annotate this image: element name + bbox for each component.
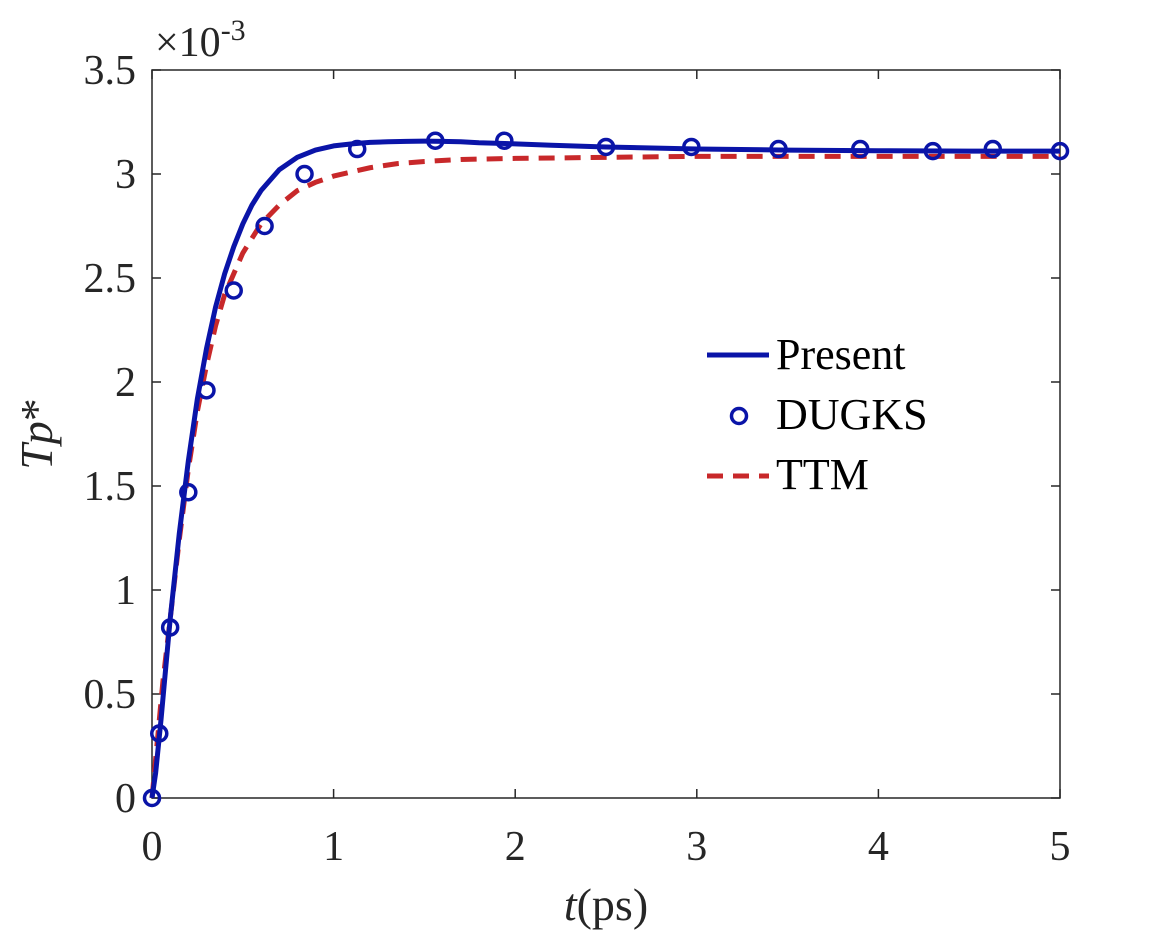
dugks-marker <box>255 216 274 236</box>
x-tick-label: 1 <box>323 824 344 870</box>
dugks-marker <box>142 788 162 808</box>
dugks-marker <box>850 139 870 159</box>
x-tick-label: 4 <box>868 824 889 870</box>
dugks-marker <box>1050 141 1070 161</box>
y-tick-label: 3.5 <box>84 48 137 94</box>
legend-ttm-label: TTM <box>776 450 869 499</box>
dugks-marker <box>495 131 514 150</box>
dugks-marker <box>160 618 180 637</box>
dugks-marker <box>426 131 445 150</box>
y-exponent-label: ×10-3 <box>155 14 246 66</box>
y-tick-label: 3 <box>115 152 136 198</box>
dugks-marker <box>197 381 216 400</box>
x-tick-label: 2 <box>505 824 526 870</box>
y-axis-label: Tp* <box>11 398 62 470</box>
dugks-marker <box>150 724 169 743</box>
y-tick-label: 0.5 <box>84 672 137 718</box>
legend-dugks-label: DUGKS <box>776 390 928 439</box>
y-tick-label: 1 <box>115 568 136 614</box>
legend: Present DUGKS TTM <box>707 330 928 499</box>
x-axis-var: t <box>564 879 578 930</box>
dugks-marker <box>596 137 616 157</box>
dugks-marker <box>295 164 314 184</box>
y-axis-sup: * <box>11 398 62 421</box>
y-tick-label: 2 <box>115 360 136 406</box>
legend-present-label: Present <box>776 330 906 379</box>
y-axis-var: Tp <box>11 421 62 470</box>
y-tick-label: 0 <box>115 776 136 822</box>
y-tick-label: 2.5 <box>84 256 137 302</box>
dugks-marker <box>923 141 943 161</box>
y-tick-label: 1.5 <box>84 464 137 510</box>
x-axis-unit: (ps) <box>577 879 649 930</box>
dugks-marker <box>682 137 701 157</box>
x-tick-label: 5 <box>1050 824 1071 870</box>
y-exponent-times: ×10 <box>155 20 221 66</box>
legend-dugks-marker <box>729 406 749 426</box>
x-tick-label: 3 <box>686 824 707 870</box>
dugks-marker <box>983 139 1003 159</box>
y-exponent-power: -3 <box>221 14 246 47</box>
x-axis-label: t(ps) <box>564 879 648 930</box>
dugks-marker <box>347 139 367 159</box>
x-tick-label: 0 <box>142 824 163 870</box>
plot-frame <box>151 69 1061 799</box>
dugks-marker <box>179 482 198 502</box>
series-present-line <box>149 138 1060 799</box>
dugks-marker <box>769 139 788 159</box>
dugks-marker <box>224 281 243 300</box>
